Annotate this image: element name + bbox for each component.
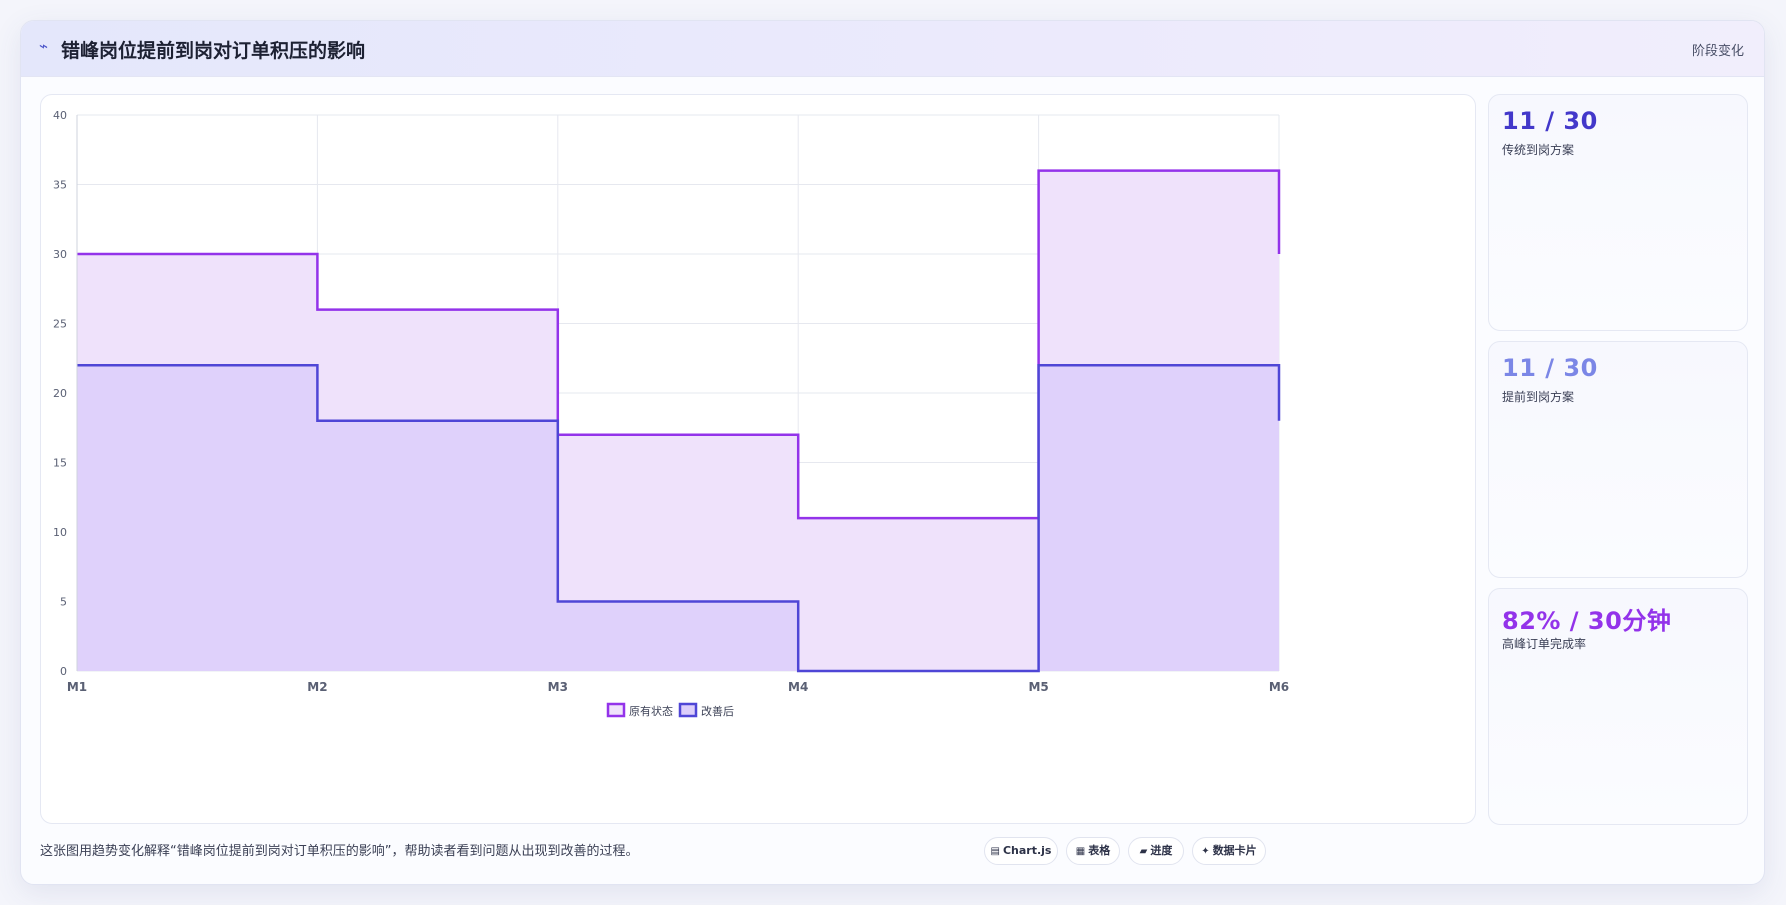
y-tick-label: 10 [53, 526, 67, 539]
chart-icon: ▤ [990, 846, 1000, 857]
card-header: ⌁ 错峰岗位提前到岗对订单积压的影响 阶段变化 [21, 21, 1764, 77]
chip-label: 数据卡片 [1212, 844, 1257, 857]
chip-label: 表格 [1088, 844, 1111, 857]
chip-table[interactable]: ▦ 表格 [1066, 837, 1120, 865]
kpi-card-completion-rate: 82% / 30分钟 高峰订单完成率 [1488, 588, 1748, 825]
sparkle-icon: ✦ [1201, 846, 1210, 857]
legend-label: 原有状态 [629, 704, 673, 718]
kpi-value: 82% / 30分钟 [1502, 607, 1672, 635]
chart-caption: 这张图用趋势变化解释“错峰岗位提前到岗对订单积压的影响”，帮助读者看到问题从出现… [40, 844, 639, 859]
chip-chartjs[interactable]: ▤ Chart.js [984, 837, 1058, 865]
y-tick-label: 40 [53, 109, 67, 122]
stage-badge: 阶段变化 [1691, 44, 1744, 59]
step-area-chart: 0 5 10 15 20 25 30 35 40 M1 M2 M3 M4 M5 M6 原有状态 改善后 [53, 109, 1289, 718]
kpi-card-traditional: 11 / 30 传统到岗方案 [1488, 94, 1748, 331]
progress-icon: ▰ [1139, 846, 1148, 857]
main-card: ⌁ 错峰岗位提前到岗对订单积压的影响 阶段变化 0 5 10 15 20 25 30 35 40… [20, 20, 1765, 885]
chip-data-card[interactable]: ✦ 数据卡片 [1192, 837, 1266, 865]
kpi-label: 提前到岗方案 [1502, 390, 1575, 404]
y-tick-label: 20 [53, 387, 67, 400]
series-area-1 [77, 365, 1279, 671]
chip-label: Chart.js [1002, 844, 1052, 857]
x-tick-label: M5 [1028, 680, 1048, 694]
y-tick-label: 0 [60, 665, 67, 678]
chart-panel: 0 5 10 15 20 25 30 35 40 M1 M2 M3 M4 M5 M6 原有状态 改善后 [40, 94, 1476, 824]
x-tick-label: M2 [307, 680, 327, 694]
x-tick-label: M6 [1269, 680, 1289, 694]
page-title: 错峰岗位提前到岗对订单积压的影响 [61, 40, 366, 62]
chip-label: 进度 [1150, 844, 1173, 857]
x-tick-label: M1 [67, 680, 87, 694]
series-line-0 [77, 169, 1281, 520]
x-tick-label: M3 [548, 680, 568, 694]
kpi-label: 传统到岗方案 [1502, 143, 1575, 157]
y-tick-label: 5 [60, 596, 67, 609]
y-tick-label: 30 [53, 248, 67, 261]
trend-icon: ⌁ [39, 37, 49, 55]
y-tick-label: 25 [53, 318, 67, 331]
kpi-card-early-arrival: 11 / 30 提前到岗方案 [1488, 341, 1748, 578]
kpi-label: 高峰订单完成率 [1502, 637, 1587, 651]
chip-progress[interactable]: ▰ 进度 [1128, 837, 1184, 865]
series-line-1 [77, 363, 1281, 673]
kpi-value: 11 / 30 [1502, 354, 1598, 382]
y-tick-label: 15 [53, 457, 67, 470]
x-tick-label: M4 [788, 680, 808, 694]
kpi-value: 11 / 30 [1502, 107, 1598, 135]
legend-swatch [678, 702, 698, 718]
legend-swatch [606, 702, 626, 718]
y-tick-label: 35 [53, 179, 67, 192]
legend-label: 改善后 [701, 704, 734, 718]
table-icon: ▦ [1075, 846, 1086, 857]
